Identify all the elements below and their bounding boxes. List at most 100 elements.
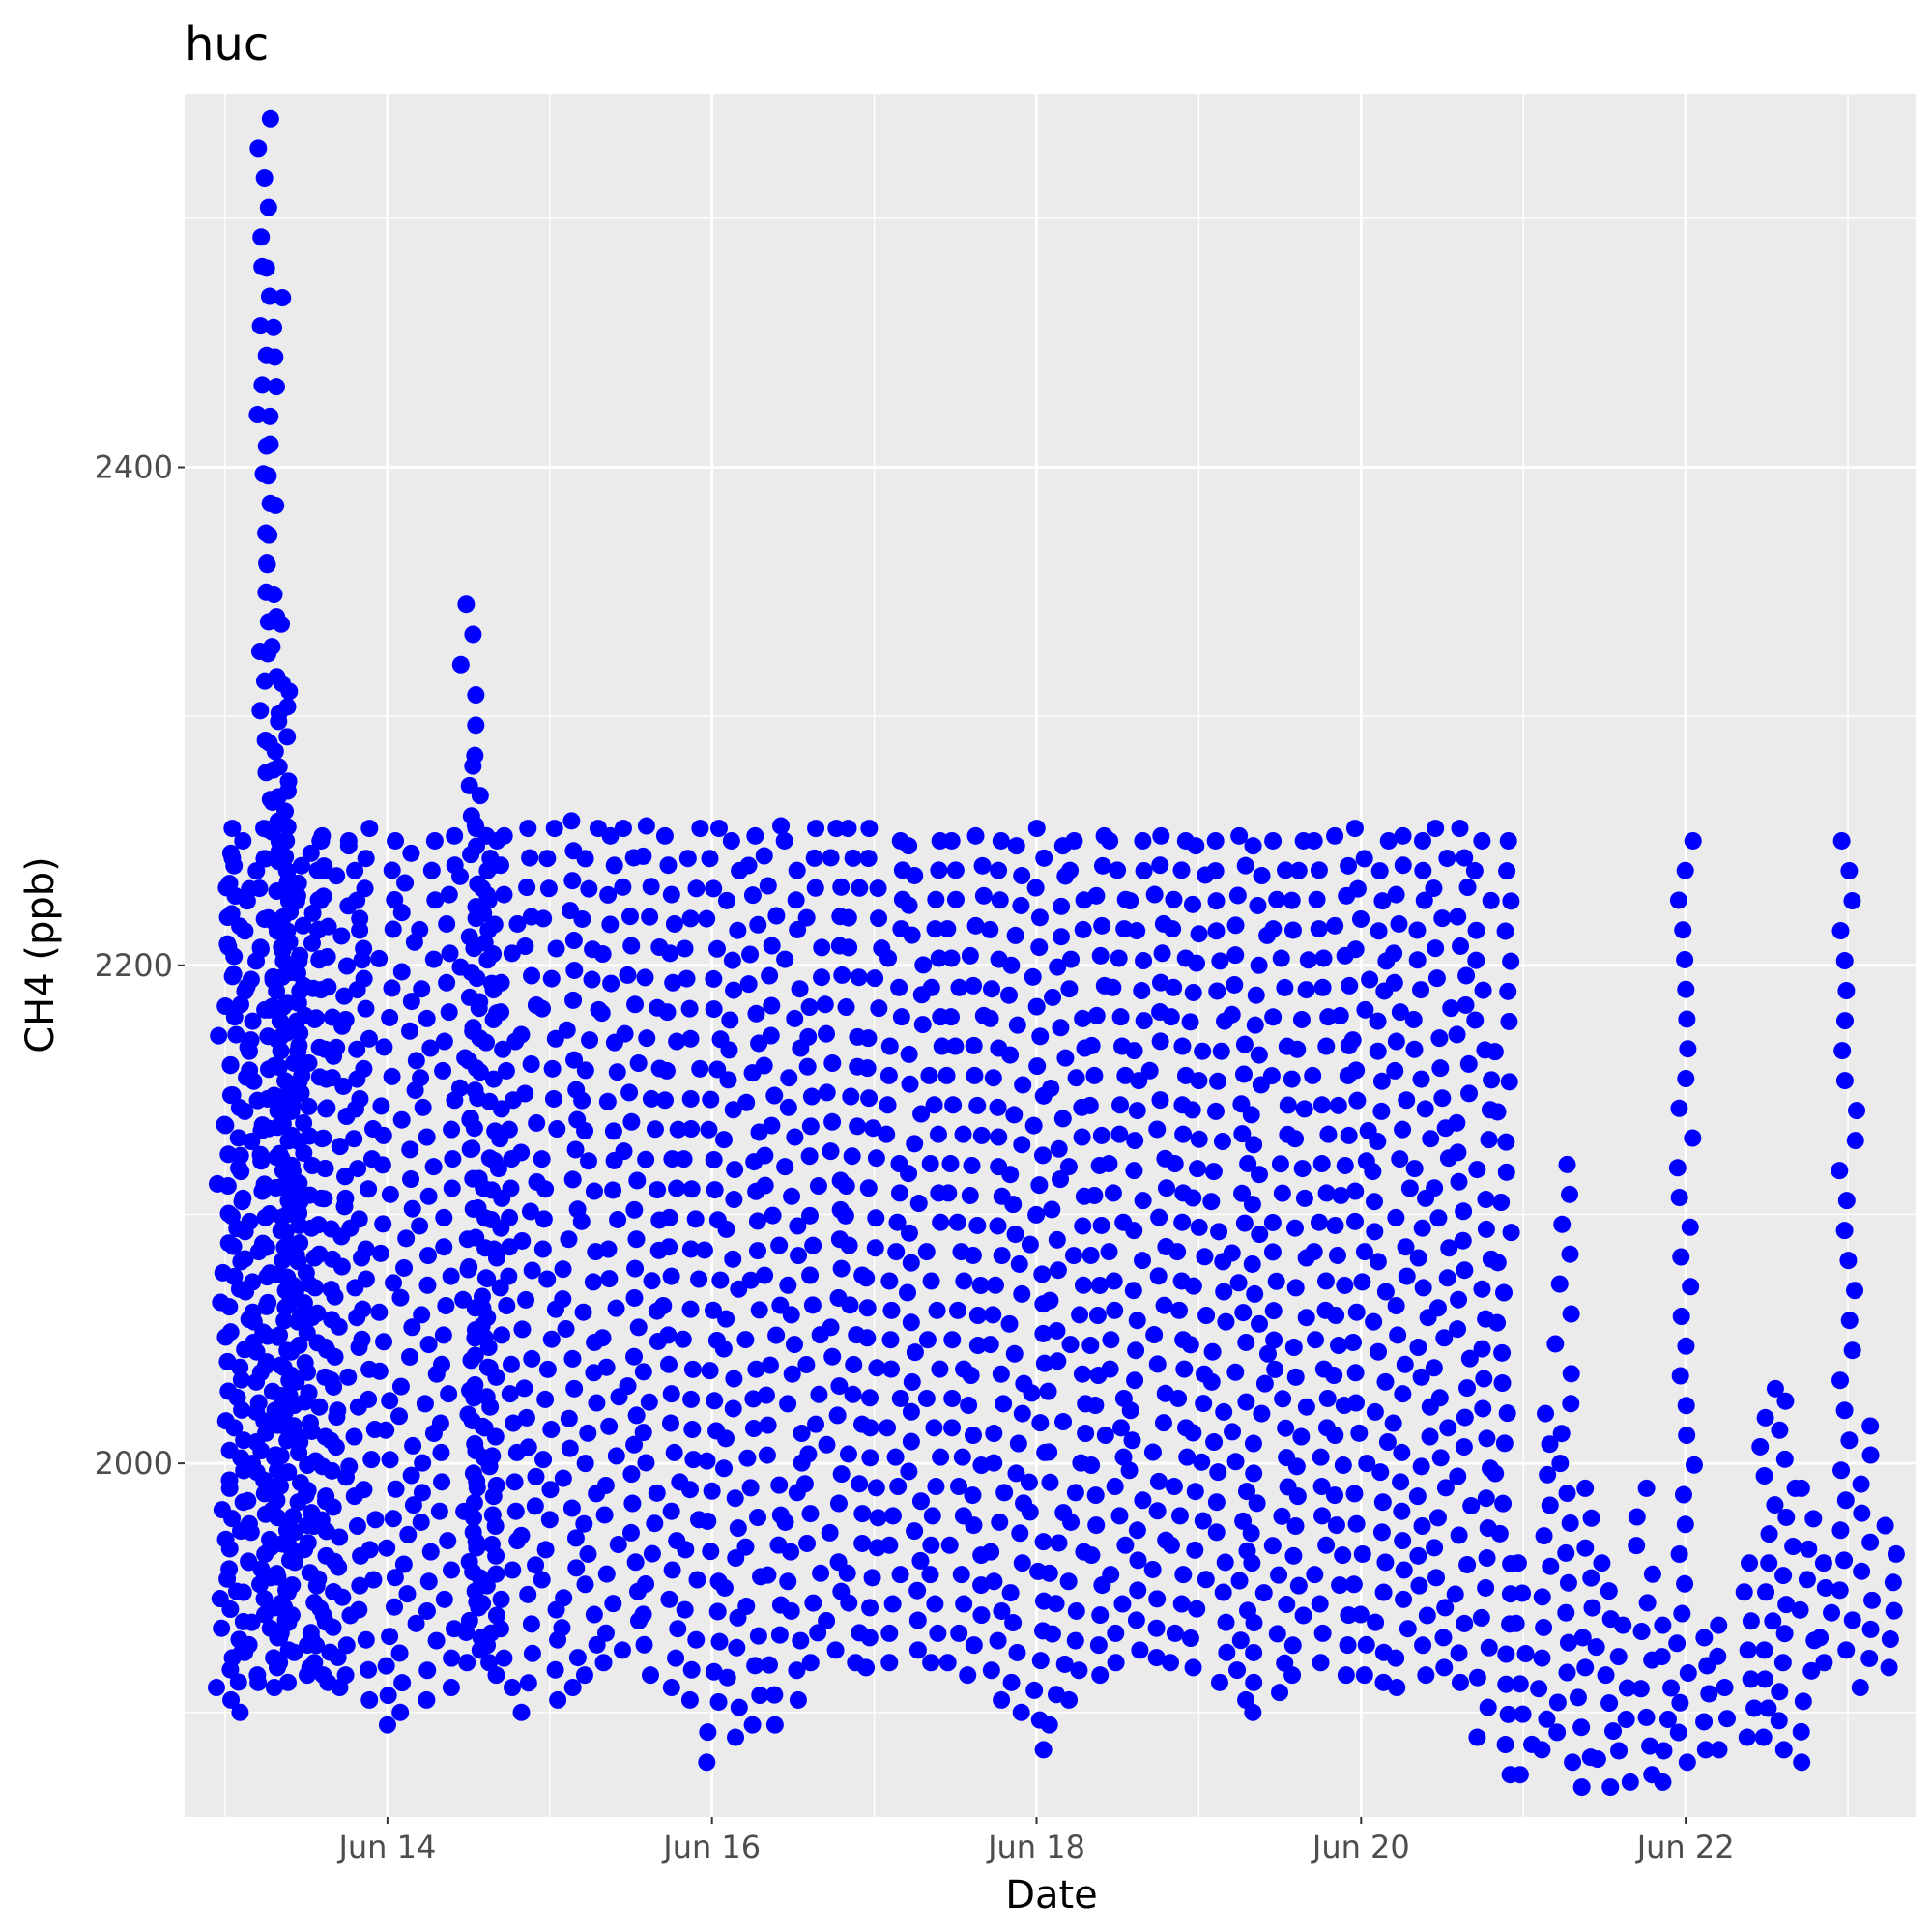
data-point (619, 1377, 637, 1396)
data-point (1181, 1629, 1199, 1648)
data-point (381, 1392, 399, 1410)
data-point (563, 1170, 582, 1189)
data-point (1048, 1230, 1066, 1249)
data-point (398, 1585, 417, 1603)
data-point (843, 1147, 861, 1166)
data-point (737, 1093, 756, 1111)
data-point (1294, 1606, 1312, 1625)
data-point (1774, 1741, 1793, 1759)
data-point (1169, 1389, 1188, 1407)
data-point (441, 944, 459, 963)
data-point (842, 1087, 860, 1106)
data-point (705, 879, 723, 898)
data-point (404, 1436, 422, 1455)
data-point (307, 1636, 326, 1655)
data-point (1289, 1576, 1308, 1595)
data-point (1340, 1126, 1358, 1144)
data-point (946, 890, 965, 908)
y-axis-title: CH4 (ppb) (18, 856, 63, 1053)
data-point (1496, 922, 1514, 940)
data-point (986, 1276, 1004, 1294)
data-point (249, 139, 268, 158)
data-point (419, 1247, 438, 1265)
data-point (351, 1089, 369, 1108)
data-point (1111, 1096, 1130, 1114)
data-point (1409, 1339, 1427, 1357)
data-point (1305, 1243, 1323, 1261)
data-point (1040, 1443, 1058, 1461)
data-point (1387, 1208, 1405, 1226)
data-point (1760, 1554, 1778, 1572)
data-point (1091, 1606, 1110, 1625)
data-point (440, 885, 458, 904)
data-point (1237, 1333, 1255, 1351)
data-point (1277, 861, 1295, 879)
data-point (1369, 1042, 1387, 1060)
data-point (1438, 1269, 1456, 1287)
data-point (1496, 1736, 1514, 1754)
data-point (823, 1112, 842, 1131)
data-point (332, 1257, 351, 1276)
data-point (464, 1523, 482, 1542)
data-point (400, 1347, 418, 1366)
data-point (1042, 1080, 1060, 1098)
data-point (791, 980, 809, 998)
data-point (625, 1200, 644, 1219)
data-point (451, 655, 470, 674)
data-point (252, 1441, 271, 1459)
data-point (1588, 1750, 1606, 1769)
data-point (565, 1051, 584, 1069)
data-point (1843, 1611, 1861, 1629)
data-point (261, 407, 279, 425)
data-point (314, 1129, 332, 1147)
data-point (1276, 978, 1294, 996)
data-point (555, 1589, 573, 1607)
data-point (1174, 1125, 1193, 1143)
data-point (1209, 1072, 1227, 1090)
data-point (1212, 1042, 1230, 1060)
data-point (1418, 1606, 1436, 1625)
data-point (797, 908, 816, 927)
data-point (1207, 892, 1226, 910)
data-point (681, 1029, 700, 1048)
data-point (1024, 967, 1042, 986)
data-point (1678, 1753, 1696, 1772)
data-point (1388, 1679, 1406, 1697)
data-point (234, 1493, 252, 1512)
data-point (424, 1158, 443, 1176)
data-point (823, 1054, 842, 1073)
data-point (1310, 920, 1328, 938)
data-point (1370, 1342, 1388, 1361)
data-point (759, 877, 777, 895)
data-point (840, 1236, 858, 1254)
data-point (1149, 1267, 1168, 1285)
data-point (381, 1451, 399, 1469)
data-point (336, 1168, 355, 1186)
data-point (861, 1419, 879, 1437)
data-point (691, 820, 709, 838)
data-point (943, 1419, 962, 1437)
data-point (1066, 1484, 1084, 1502)
data-point (592, 1004, 611, 1023)
data-point (1013, 867, 1031, 885)
data-point (891, 1389, 909, 1407)
data-point (1776, 1392, 1795, 1410)
data-point (1128, 922, 1146, 940)
data-point (381, 1008, 399, 1026)
data-point (1370, 922, 1388, 940)
data-point (572, 1212, 591, 1230)
data-point (536, 1390, 555, 1408)
data-point (1327, 1516, 1345, 1535)
data-point (1439, 1419, 1457, 1437)
data-point (860, 1629, 879, 1647)
data-point (421, 1039, 440, 1057)
data-point (1087, 1006, 1106, 1024)
data-point (1013, 1554, 1031, 1572)
data-point (1331, 1006, 1349, 1024)
data-point (564, 932, 583, 950)
data-point (797, 1355, 816, 1373)
data-point (1628, 1537, 1646, 1555)
data-point (640, 1393, 658, 1411)
data-point (265, 1679, 283, 1697)
data-point (691, 1059, 709, 1078)
